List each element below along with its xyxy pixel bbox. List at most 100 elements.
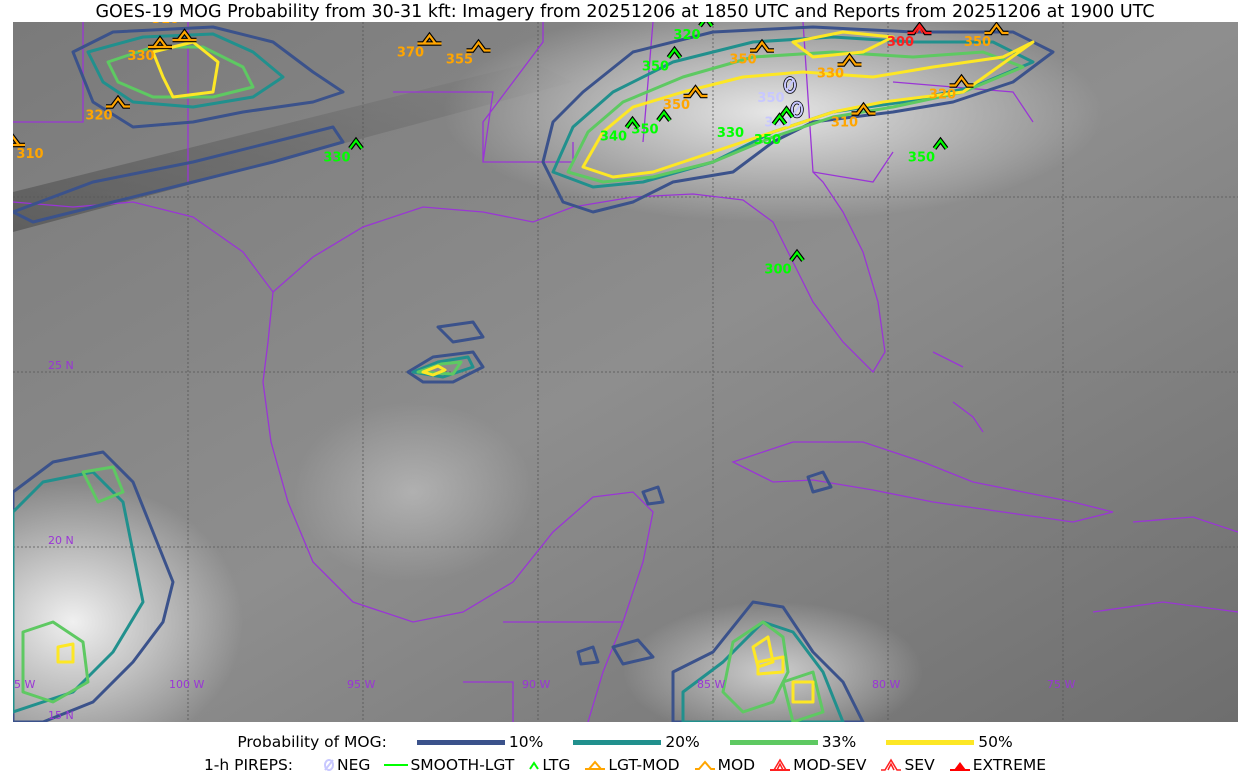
pirep-neg: 350 xyxy=(757,76,797,106)
pirep-lgt-mod: 310 xyxy=(13,133,44,162)
ltg-icon xyxy=(778,105,795,119)
pirep-ltg: 350 xyxy=(642,45,683,75)
mod-icon xyxy=(949,73,974,88)
ltg-icon xyxy=(348,136,364,150)
pirep-altitude: 370 xyxy=(397,46,424,61)
pirep-mod: 350 xyxy=(663,84,708,113)
legend-extreme: EXTREME xyxy=(949,756,1046,774)
legend-lgt-mod: LGT-MOD xyxy=(584,756,680,774)
ltg-icon xyxy=(656,108,672,122)
pirep-mod: 320 xyxy=(929,73,974,103)
mod-icon xyxy=(837,52,862,67)
lon-label: 95 W xyxy=(347,678,375,691)
pirep-altitude: 350 xyxy=(663,98,690,113)
pirep-altitude: 310 xyxy=(831,116,858,131)
pirep-ltg: 320 xyxy=(673,22,714,43)
pirep-altitude: 310 xyxy=(152,22,179,27)
pirep-altitude: 350 xyxy=(642,60,669,75)
pirep-ltg: 350 xyxy=(908,136,949,166)
mod-icon xyxy=(694,760,715,770)
pirep-altitude: 320 xyxy=(929,88,956,103)
dry-band xyxy=(13,62,573,232)
neg-icon xyxy=(783,76,797,94)
pirep-lgt-mod: 370 xyxy=(397,31,442,61)
pirep-altitude: 340 xyxy=(600,130,627,145)
lon-label: 100 W xyxy=(169,678,204,691)
pirep-ltg: 330 xyxy=(323,136,364,166)
mod-icon xyxy=(466,38,491,53)
swatch-10 xyxy=(416,739,505,745)
ltg-icon xyxy=(698,22,714,28)
cloud-gulf xyxy=(293,402,533,582)
smooth-lgt-icon xyxy=(384,764,409,766)
pirep-mod: 310 xyxy=(831,101,876,131)
lon-label: 75 W xyxy=(1047,678,1075,691)
legend-mod-sev: MOD-SEV xyxy=(769,756,866,774)
ltg-icon xyxy=(771,112,788,126)
sev-icon xyxy=(881,758,902,771)
lat-label: 15 N xyxy=(48,709,74,722)
pirep-altitude: 350 xyxy=(754,133,781,148)
prob-level-50: 50% xyxy=(978,733,1013,751)
pirep-legend-title: 1-h PIREPS: xyxy=(203,756,294,774)
swatch-20 xyxy=(573,739,662,745)
probability-legend: Probability of MOG: 10% 20% 33% 50% xyxy=(0,733,1250,751)
ltg-icon xyxy=(932,136,949,150)
pirep-sev: 300 xyxy=(887,22,932,50)
prob-legend-title: Probability of MOG: xyxy=(237,733,387,751)
prob-level-10: 10% xyxy=(508,733,544,751)
pirep-altitude: 355 xyxy=(446,53,473,68)
lon-label: 105 W xyxy=(13,678,35,691)
pirep-mod: 320 xyxy=(85,94,130,124)
pirep-mod: 350 xyxy=(729,38,774,68)
pirep-altitude: 300 xyxy=(764,263,791,278)
lgt-mod-icon xyxy=(585,760,606,770)
pirep-mod: 350 xyxy=(964,22,1009,50)
prob-level-20: 20% xyxy=(665,733,700,751)
mod-icon xyxy=(106,94,130,109)
pirep-lgt-mod: 310 xyxy=(152,22,197,43)
lat-lon-grid xyxy=(13,22,1238,722)
pirep-altitude: 350 xyxy=(729,53,756,68)
mog-contours xyxy=(13,25,1055,722)
neg-icon xyxy=(790,100,804,119)
sev-icon xyxy=(907,22,932,36)
lgt-mod-icon xyxy=(172,28,197,43)
ltg-icon xyxy=(529,761,540,770)
lon-label: 80 W xyxy=(872,678,900,691)
legend-ltg: LTG xyxy=(528,756,570,774)
ltg-icon xyxy=(666,45,683,59)
pirep-altitude: 320 xyxy=(85,109,112,124)
swatch-50 xyxy=(886,739,975,745)
ltg-icon xyxy=(789,248,805,262)
legend-smooth-lgt: SMOOTH-LGT xyxy=(384,756,514,774)
pirep-ltg: 350 xyxy=(754,105,795,148)
pirep-altitude: 350 xyxy=(908,151,935,166)
satellite-map: 25 N 20 N 15 N 105 W 100 W 95 W 90 W 85 … xyxy=(13,22,1238,722)
coastlines-borders xyxy=(13,22,1238,722)
lat-label: 25 N xyxy=(48,359,74,372)
pirep-altitude: 330 xyxy=(323,151,350,166)
pirep-altitude: 300 xyxy=(887,35,914,50)
prob-level-33: 33% xyxy=(821,733,857,751)
pirep-altitude: 330 xyxy=(127,49,154,64)
pirep-altitude: 330 xyxy=(764,116,791,131)
swatch-33 xyxy=(729,739,818,745)
pirep-legend: 1-h PIREPS: NEG SMOOTH-LGT LTG LGT-MOD M… xyxy=(0,756,1250,774)
legend-mod: MOD xyxy=(694,756,755,774)
legend-sev: SEV xyxy=(880,756,935,774)
pirep-altitude: 350 xyxy=(964,35,991,50)
pirep-ltg: 330 xyxy=(717,112,788,141)
lon-label: 90 W xyxy=(522,678,550,691)
pirep-altitude: 330 xyxy=(817,67,844,82)
lgt-mod-icon xyxy=(148,35,172,50)
pirep-neg: 330 xyxy=(764,100,804,131)
pirep-altitude: 320 xyxy=(673,28,700,43)
pirep-altitude: 350 xyxy=(757,91,784,106)
pirep-mod: 330 xyxy=(817,52,862,82)
mod-sev-icon xyxy=(770,758,791,771)
lat-label: 20 N xyxy=(48,534,74,547)
lgt-mod-icon xyxy=(13,133,25,148)
pirep-markers: 320 330 310 310 370 355 330 320 350 350 350 350 340 3… xyxy=(13,22,1009,278)
lgt-mod-icon xyxy=(417,31,442,46)
